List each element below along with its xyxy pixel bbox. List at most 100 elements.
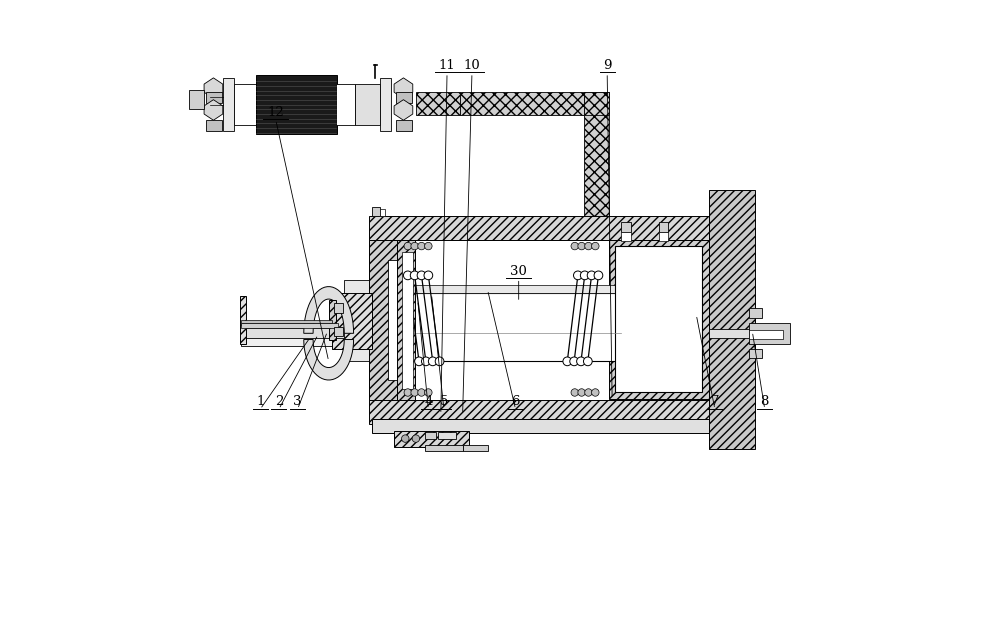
Circle shape xyxy=(570,357,578,366)
Circle shape xyxy=(571,242,578,250)
Bar xyxy=(460,92,584,115)
Polygon shape xyxy=(394,100,413,120)
Polygon shape xyxy=(304,340,354,380)
Bar xyxy=(621,232,631,241)
Circle shape xyxy=(585,242,592,250)
Circle shape xyxy=(578,242,585,250)
Bar xyxy=(396,92,412,103)
Bar xyxy=(394,431,469,447)
Bar xyxy=(380,209,385,216)
Bar xyxy=(369,240,709,400)
Circle shape xyxy=(422,357,430,366)
Bar xyxy=(584,92,609,232)
Bar xyxy=(584,92,609,115)
Bar xyxy=(396,120,412,131)
Bar xyxy=(369,216,709,240)
Bar xyxy=(336,84,355,125)
Bar xyxy=(749,330,783,339)
Bar xyxy=(388,260,403,380)
Bar xyxy=(240,296,246,344)
Circle shape xyxy=(403,271,412,280)
Text: 8: 8 xyxy=(761,396,769,408)
Circle shape xyxy=(592,242,599,250)
Text: 11: 11 xyxy=(439,59,455,72)
Polygon shape xyxy=(204,100,223,120)
Text: 3: 3 xyxy=(293,396,302,408)
Bar xyxy=(188,90,204,109)
Bar xyxy=(344,280,372,361)
Circle shape xyxy=(402,435,409,442)
Circle shape xyxy=(415,357,423,366)
Bar xyxy=(397,240,415,400)
Bar xyxy=(369,400,709,424)
Bar xyxy=(438,432,456,439)
Circle shape xyxy=(428,357,437,366)
Circle shape xyxy=(580,271,589,280)
Circle shape xyxy=(594,271,603,280)
Bar xyxy=(332,293,372,349)
Bar xyxy=(329,300,336,340)
Text: 9: 9 xyxy=(603,59,611,72)
Bar xyxy=(709,329,749,338)
Bar xyxy=(241,320,332,323)
Circle shape xyxy=(435,357,444,366)
Bar xyxy=(206,92,222,103)
Circle shape xyxy=(417,271,426,280)
Bar xyxy=(659,222,668,232)
Bar xyxy=(355,84,380,125)
Bar xyxy=(256,75,337,134)
Bar xyxy=(241,328,344,338)
Circle shape xyxy=(424,271,433,280)
Bar xyxy=(372,207,380,216)
Polygon shape xyxy=(304,287,354,333)
Bar xyxy=(241,321,338,346)
Bar xyxy=(621,222,631,232)
Bar xyxy=(463,445,488,451)
Bar xyxy=(659,232,668,241)
Bar xyxy=(206,120,222,131)
Bar xyxy=(334,327,343,336)
Text: 4: 4 xyxy=(424,396,433,408)
Bar xyxy=(403,285,634,293)
Circle shape xyxy=(574,271,582,280)
Text: 7: 7 xyxy=(711,396,719,408)
Circle shape xyxy=(418,242,425,250)
Polygon shape xyxy=(394,78,413,98)
Circle shape xyxy=(592,389,599,396)
Circle shape xyxy=(425,242,432,250)
Bar xyxy=(369,240,400,400)
Circle shape xyxy=(404,389,412,396)
Bar xyxy=(223,78,234,131)
Circle shape xyxy=(585,389,592,396)
Circle shape xyxy=(418,389,425,396)
Bar xyxy=(372,419,709,433)
Bar xyxy=(749,349,762,358)
Bar xyxy=(709,190,755,449)
Bar xyxy=(425,445,463,451)
Bar xyxy=(234,84,256,125)
Text: 30: 30 xyxy=(510,265,527,277)
Circle shape xyxy=(410,271,419,280)
Circle shape xyxy=(571,389,578,396)
Bar xyxy=(241,323,338,328)
Circle shape xyxy=(578,389,585,396)
Bar xyxy=(380,78,391,131)
Bar xyxy=(334,303,343,313)
Circle shape xyxy=(411,389,418,396)
Circle shape xyxy=(577,357,585,366)
Circle shape xyxy=(563,357,572,366)
Text: 10: 10 xyxy=(464,59,480,72)
Bar xyxy=(615,246,702,392)
Text: 6: 6 xyxy=(511,396,520,408)
Circle shape xyxy=(587,271,596,280)
Circle shape xyxy=(404,242,412,250)
Bar xyxy=(416,92,460,115)
Text: 2: 2 xyxy=(275,396,283,408)
Bar xyxy=(609,240,709,399)
Bar xyxy=(425,432,436,439)
Text: 1: 1 xyxy=(256,396,264,408)
Bar xyxy=(403,293,634,361)
Text: 5: 5 xyxy=(440,396,448,408)
Polygon shape xyxy=(204,78,223,98)
Bar xyxy=(749,323,790,344)
